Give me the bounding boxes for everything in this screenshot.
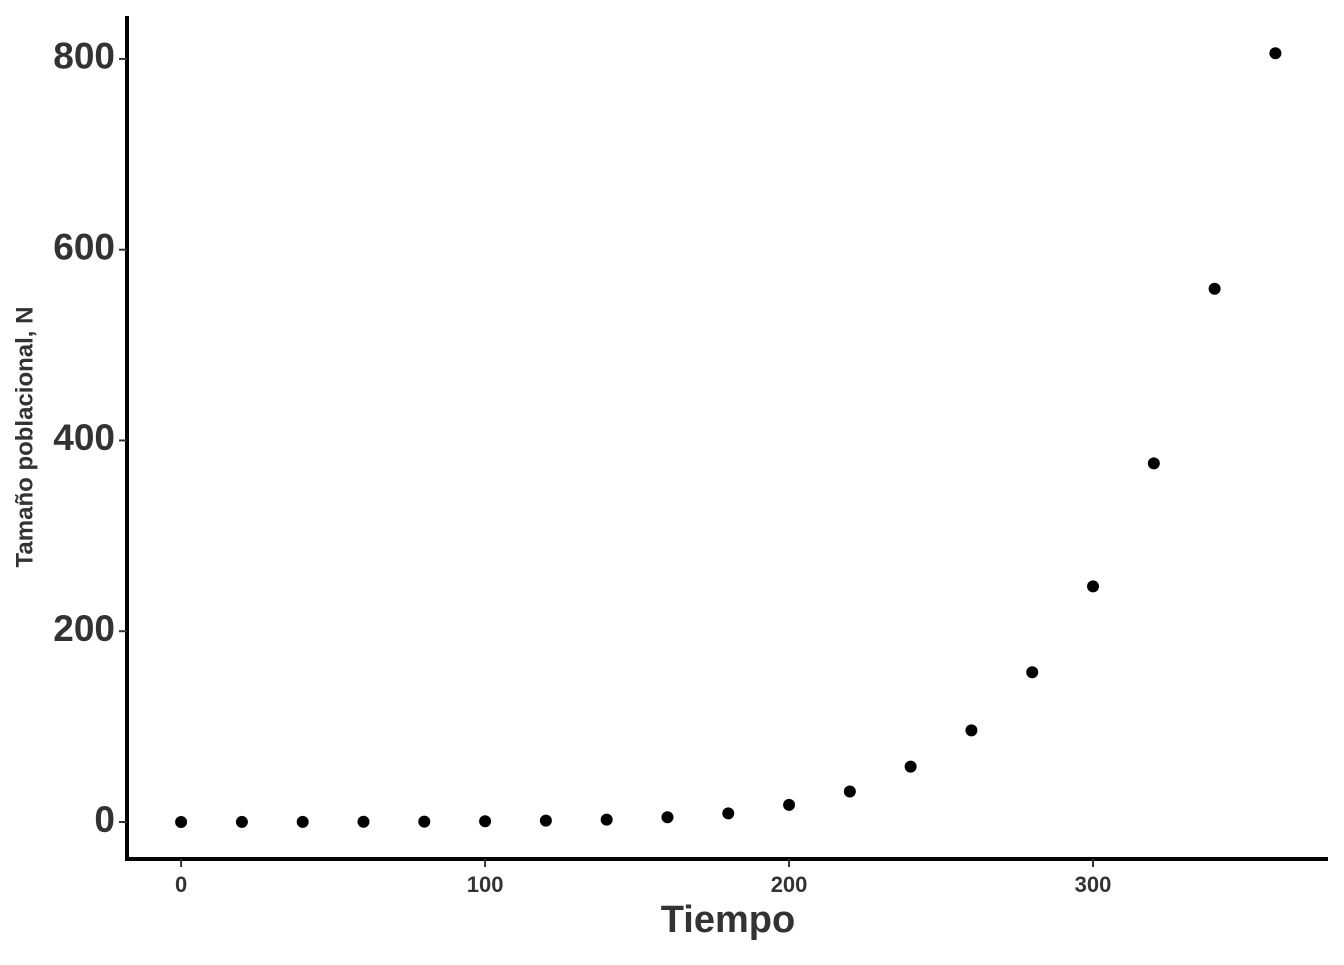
y-axis-title: Tamaño poblacional, N: [11, 307, 38, 568]
point: [1208, 282, 1221, 295]
y-tick-label: 0: [94, 799, 115, 840]
point: [1147, 457, 1160, 470]
x-axis-title: Tiempo: [661, 899, 795, 941]
point: [1026, 666, 1039, 679]
point: [1087, 580, 1100, 593]
point: [539, 814, 552, 827]
point: [175, 815, 188, 828]
point: [357, 815, 370, 828]
y-tick-label: 600: [53, 226, 115, 267]
point: [1269, 47, 1282, 60]
y-tick-label: 400: [53, 417, 115, 458]
point: [418, 815, 431, 828]
x-tick-label: 100: [467, 872, 504, 897]
point: [479, 815, 492, 828]
x-tick-label: 200: [771, 872, 808, 897]
point: [965, 724, 978, 737]
x-tick-label: 300: [1075, 872, 1112, 897]
point: [904, 760, 917, 773]
point: [600, 813, 613, 826]
y-tick-label: 200: [53, 608, 115, 649]
point: [722, 807, 735, 820]
point: [843, 785, 856, 798]
point: [235, 815, 248, 828]
x-tick-label: 0: [175, 872, 187, 897]
point: [783, 798, 796, 811]
point: [661, 811, 674, 824]
point: [296, 815, 309, 828]
y-tick-label: 800: [53, 36, 115, 77]
